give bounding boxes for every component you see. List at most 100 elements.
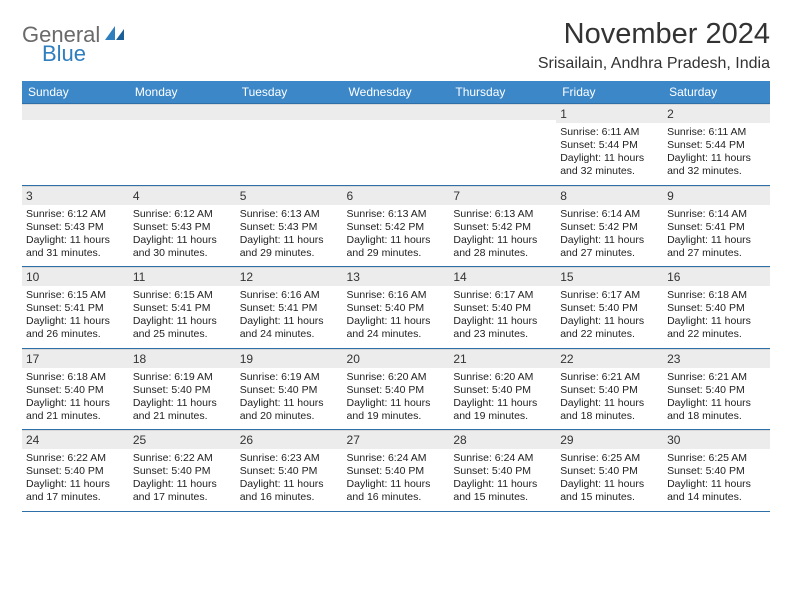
- day-number: 5: [236, 186, 343, 205]
- title-block: November 2024 Srisailain, Andhra Pradesh…: [538, 18, 770, 73]
- day-line: Daylight: 11 hours: [240, 478, 339, 491]
- day-content: Sunrise: 6:11 AMSunset: 5:44 PMDaylight:…: [556, 123, 663, 185]
- day-cell: 30Sunrise: 6:25 AMSunset: 5:40 PMDayligh…: [663, 430, 770, 512]
- day-content: Sunrise: 6:22 AMSunset: 5:40 PMDaylight:…: [22, 449, 129, 511]
- day-line: and 23 minutes.: [453, 328, 552, 341]
- day-number: 29: [556, 430, 663, 449]
- day-line: Daylight: 11 hours: [667, 152, 766, 165]
- day-line: Sunset: 5:40 PM: [133, 465, 232, 478]
- day-content: Sunrise: 6:21 AMSunset: 5:40 PMDaylight:…: [663, 368, 770, 430]
- month-title: November 2024: [538, 18, 770, 51]
- day-line: Sunset: 5:40 PM: [667, 384, 766, 397]
- day-cell: 24Sunrise: 6:22 AMSunset: 5:40 PMDayligh…: [22, 430, 129, 512]
- day-content: Sunrise: 6:19 AMSunset: 5:40 PMDaylight:…: [236, 368, 343, 430]
- day-line: and 16 minutes.: [240, 491, 339, 504]
- day-line: and 29 minutes.: [347, 247, 446, 260]
- day-content: Sunrise: 6:19 AMSunset: 5:40 PMDaylight:…: [129, 368, 236, 430]
- day-line: Sunrise: 6:11 AM: [667, 126, 766, 139]
- week-row: 24Sunrise: 6:22 AMSunset: 5:40 PMDayligh…: [22, 430, 770, 512]
- day-content: Sunrise: 6:18 AMSunset: 5:40 PMDaylight:…: [22, 368, 129, 430]
- day-line: Daylight: 11 hours: [453, 478, 552, 491]
- day-cell: 13Sunrise: 6:16 AMSunset: 5:40 PMDayligh…: [343, 267, 450, 349]
- day-number: 13: [343, 267, 450, 286]
- day-cell: 4Sunrise: 6:12 AMSunset: 5:43 PMDaylight…: [129, 185, 236, 267]
- day-line: Daylight: 11 hours: [667, 234, 766, 247]
- day-line: Daylight: 11 hours: [560, 478, 659, 491]
- day-line: Daylight: 11 hours: [133, 315, 232, 328]
- day-line: Sunrise: 6:20 AM: [453, 371, 552, 384]
- day-content: Sunrise: 6:15 AMSunset: 5:41 PMDaylight:…: [129, 286, 236, 348]
- day-line: Sunset: 5:40 PM: [347, 384, 446, 397]
- day-line: Sunrise: 6:12 AM: [26, 208, 125, 221]
- day-line: Sunrise: 6:16 AM: [347, 289, 446, 302]
- calendar-table: Sunday Monday Tuesday Wednesday Thursday…: [22, 81, 770, 512]
- day-number: 10: [22, 267, 129, 286]
- day-line: Sunrise: 6:25 AM: [667, 452, 766, 465]
- week-row: 3Sunrise: 6:12 AMSunset: 5:43 PMDaylight…: [22, 185, 770, 267]
- day-number: 25: [129, 430, 236, 449]
- day-line: Sunset: 5:41 PM: [667, 221, 766, 234]
- day-line: Daylight: 11 hours: [453, 397, 552, 410]
- day-line: Sunset: 5:40 PM: [453, 465, 552, 478]
- day-line: and 30 minutes.: [133, 247, 232, 260]
- day-content: Sunrise: 6:20 AMSunset: 5:40 PMDaylight:…: [343, 368, 450, 430]
- header: General Blue November 2024 Srisailain, A…: [22, 18, 770, 73]
- day-number: 21: [449, 349, 556, 368]
- day-number: 6: [343, 186, 450, 205]
- day-content: [22, 120, 129, 174]
- day-header-row: Sunday Monday Tuesday Wednesday Thursday…: [22, 81, 770, 104]
- day-content: Sunrise: 6:14 AMSunset: 5:42 PMDaylight:…: [556, 205, 663, 267]
- day-line: Daylight: 11 hours: [347, 315, 446, 328]
- day-content: Sunrise: 6:13 AMSunset: 5:43 PMDaylight:…: [236, 205, 343, 267]
- day-cell: 23Sunrise: 6:21 AMSunset: 5:40 PMDayligh…: [663, 348, 770, 430]
- day-line: Sunrise: 6:13 AM: [347, 208, 446, 221]
- day-line: and 17 minutes.: [26, 491, 125, 504]
- day-content: Sunrise: 6:13 AMSunset: 5:42 PMDaylight:…: [449, 205, 556, 267]
- day-number: 16: [663, 267, 770, 286]
- day-line: Sunset: 5:42 PM: [347, 221, 446, 234]
- day-line: Sunset: 5:40 PM: [240, 465, 339, 478]
- day-line: Daylight: 11 hours: [667, 315, 766, 328]
- day-content: Sunrise: 6:25 AMSunset: 5:40 PMDaylight:…: [663, 449, 770, 511]
- day-content: Sunrise: 6:17 AMSunset: 5:40 PMDaylight:…: [449, 286, 556, 348]
- day-line: Sunset: 5:40 PM: [453, 302, 552, 315]
- day-line: Sunrise: 6:20 AM: [347, 371, 446, 384]
- day-line: Daylight: 11 hours: [560, 234, 659, 247]
- day-number: 19: [236, 349, 343, 368]
- day-line: Sunrise: 6:16 AM: [240, 289, 339, 302]
- day-cell: 17Sunrise: 6:18 AMSunset: 5:40 PMDayligh…: [22, 348, 129, 430]
- day-number: 12: [236, 267, 343, 286]
- day-content: [129, 120, 236, 174]
- day-line: Sunrise: 6:17 AM: [453, 289, 552, 302]
- day-line: Sunrise: 6:22 AM: [26, 452, 125, 465]
- day-line: Sunrise: 6:21 AM: [560, 371, 659, 384]
- day-number: 8: [556, 186, 663, 205]
- day-content: Sunrise: 6:16 AMSunset: 5:40 PMDaylight:…: [343, 286, 450, 348]
- day-cell: 16Sunrise: 6:18 AMSunset: 5:40 PMDayligh…: [663, 267, 770, 349]
- day-line: Sunset: 5:40 PM: [560, 465, 659, 478]
- day-line: Daylight: 11 hours: [453, 234, 552, 247]
- day-number: 14: [449, 267, 556, 286]
- day-line: and 19 minutes.: [347, 410, 446, 423]
- day-cell: 8Sunrise: 6:14 AMSunset: 5:42 PMDaylight…: [556, 185, 663, 267]
- day-line: Sunrise: 6:11 AM: [560, 126, 659, 139]
- day-line: Sunset: 5:40 PM: [667, 302, 766, 315]
- day-line: Daylight: 11 hours: [347, 478, 446, 491]
- day-line: Sunrise: 6:22 AM: [133, 452, 232, 465]
- day-line: and 17 minutes.: [133, 491, 232, 504]
- day-line: and 24 minutes.: [240, 328, 339, 341]
- day-line: Daylight: 11 hours: [240, 397, 339, 410]
- day-cell: 22Sunrise: 6:21 AMSunset: 5:40 PMDayligh…: [556, 348, 663, 430]
- day-line: Sunrise: 6:15 AM: [26, 289, 125, 302]
- day-line: and 25 minutes.: [133, 328, 232, 341]
- day-header: Saturday: [663, 81, 770, 104]
- day-line: Sunrise: 6:19 AM: [133, 371, 232, 384]
- week-row: 10Sunrise: 6:15 AMSunset: 5:41 PMDayligh…: [22, 267, 770, 349]
- day-number: [129, 104, 236, 120]
- day-line: Sunrise: 6:14 AM: [560, 208, 659, 221]
- logo: General Blue: [22, 18, 127, 65]
- day-number: 24: [22, 430, 129, 449]
- day-number: 1: [556, 104, 663, 123]
- day-number: 11: [129, 267, 236, 286]
- day-header: Thursday: [449, 81, 556, 104]
